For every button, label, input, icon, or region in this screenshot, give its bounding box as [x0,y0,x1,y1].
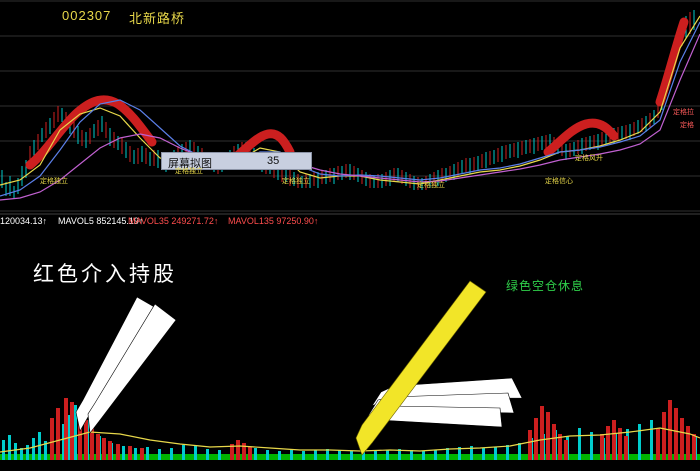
indicator-value-3: MAVOL135 97250.90↑ [228,216,319,226]
stock-code: 002307 [62,8,112,23]
price-chart-label: 定格独立 [40,178,68,185]
indicator-value-0: 120034.13↑ [0,216,48,226]
price-chart-label: 定格独立 [282,178,310,185]
price-chart-label: 定格 [680,122,694,129]
price-chart-label: 定格拉 [673,109,694,116]
price-chart-label: 定格独立 [175,168,203,175]
volume-ma-line [0,427,700,453]
yellow-arrow [355,280,487,456]
indicator-value-strip: 120034.13↑ MAVOL5 852145.19↑ MAVOL35 249… [0,216,700,230]
volume-bars [0,398,700,460]
price-chart-label: 定格信心 [545,178,573,185]
screen-fit-input[interactable]: 屏幕拟图 35 [161,152,312,170]
indicator-value-1: MAVOL5 852145.19↑ [58,216,144,226]
screen-fit-value: 35 [267,155,280,167]
annotation-red-text: 红色介入持股 [33,263,177,286]
stock-name: 北新路桥 [129,11,186,26]
annotation-arrows [75,280,523,456]
price-chart-label: 定格风升 [575,155,603,162]
annotation-green-text: 绿色空仓休息 [506,279,585,293]
price-chart-label: 定格独立 [417,182,445,189]
ma-long-line [0,33,700,201]
ma-ribbon-red [25,17,689,170]
white-arrow-left-2 [87,303,177,434]
screen-fit-label: 屏幕拟图 [168,158,212,170]
indicator-value-2: MAVOL35 249271.72↑ [128,216,219,226]
